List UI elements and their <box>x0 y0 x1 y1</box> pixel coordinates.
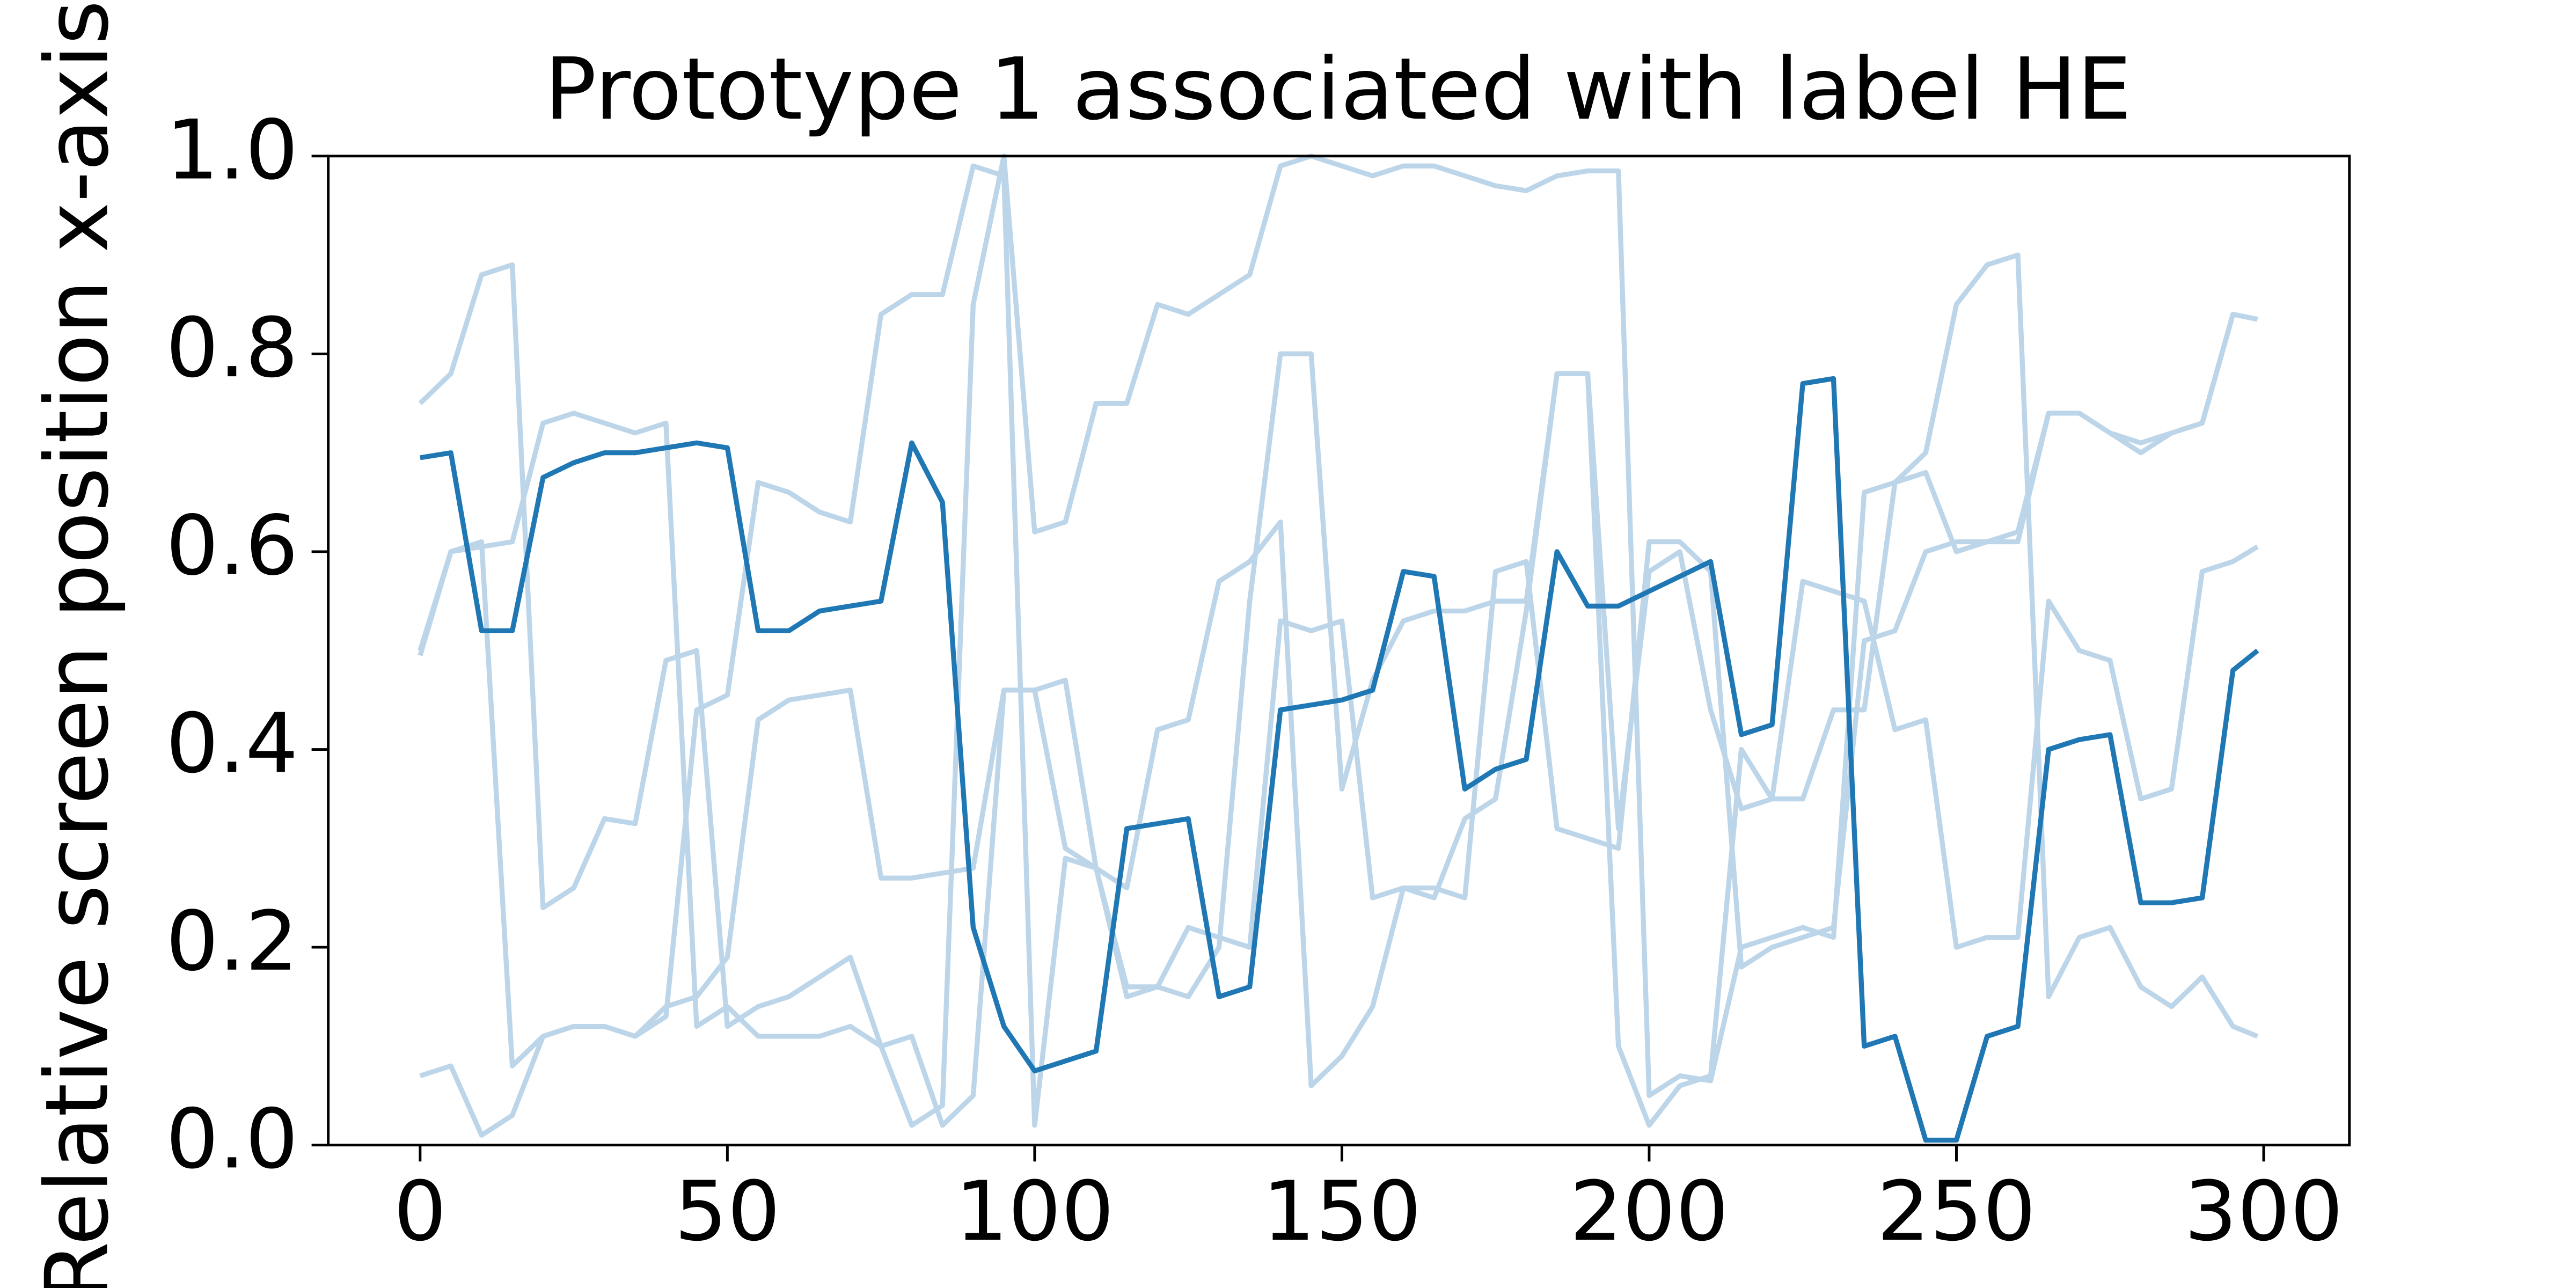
series-line <box>418 262 2258 1128</box>
series-line <box>419 312 2258 1138</box>
y-tick-label: 0.6 <box>166 499 298 594</box>
x-axis-label: Sample <box>1170 1278 1495 1288</box>
y-tick-label: 0.4 <box>166 696 298 792</box>
x-tick-label: 300 <box>2184 1164 2343 1260</box>
plot-frame <box>327 155 2351 1147</box>
chart-title: Prototype 1 associated with label HE <box>544 39 2132 139</box>
series-line <box>418 163 2259 1128</box>
series-line <box>420 376 2259 1143</box>
y-axis-label: Relative screen position x-axis <box>26 0 127 1288</box>
x-tick-label: 150 <box>1262 1164 1421 1260</box>
y-tick-label: 0.2 <box>166 894 298 990</box>
x-tick-label: 50 <box>675 1164 781 1260</box>
x-tick-label: 250 <box>1877 1164 2036 1260</box>
x-tick-label: 100 <box>955 1164 1114 1260</box>
x-tick-label: 0 <box>393 1164 447 1260</box>
x-tick-label: 200 <box>1570 1164 1729 1260</box>
series-line <box>418 153 2259 1128</box>
y-tick-label: 0.0 <box>166 1092 298 1187</box>
y-tick-label: 1.0 <box>166 103 298 199</box>
y-tick-label: 0.8 <box>166 301 298 396</box>
